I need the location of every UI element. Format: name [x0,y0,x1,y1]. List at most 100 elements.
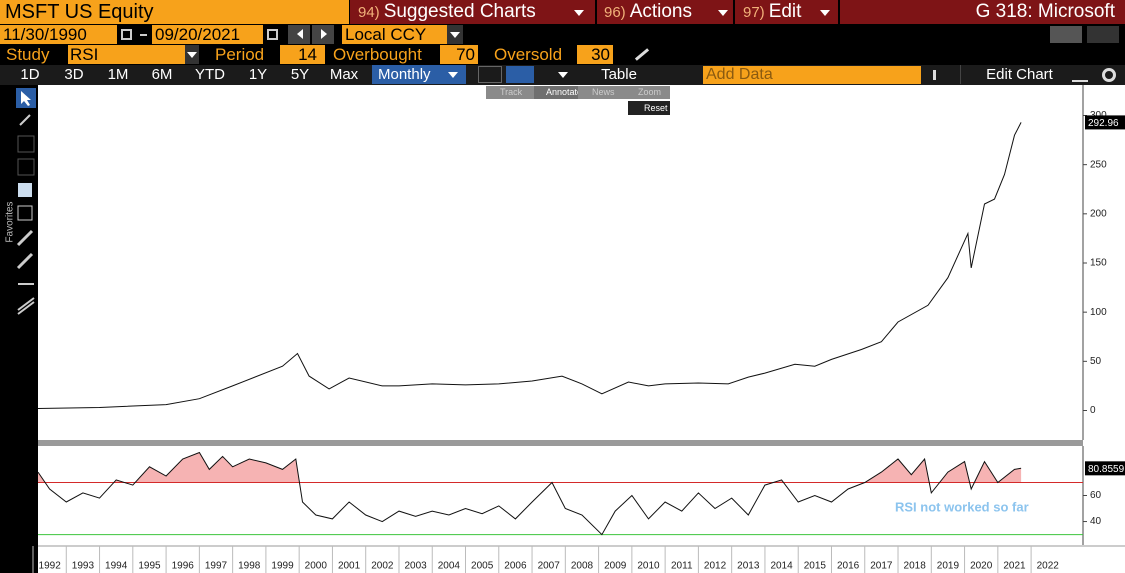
next-button[interactable] [312,25,334,44]
study-input[interactable]: RSI [68,45,185,64]
range-button[interactable]: 6M [151,66,173,83]
range-button[interactable]: 5Y [290,66,310,83]
chart-tools [486,86,670,99]
redo-button[interactable] [1087,26,1119,43]
overbought-input[interactable]: 70 [440,45,478,64]
y-tick-label: 60 [1090,490,1102,501]
x-tick-label: 1993 [72,561,95,572]
calendar-icon[interactable] [121,29,132,40]
overbought-fill [38,452,1022,483]
y-tick-label: 200 [1090,208,1107,219]
calendar-icon[interactable] [267,29,278,40]
chart-tool[interactable]: News [592,87,615,97]
x-tick-label: 2001 [338,561,361,572]
side-label: Favorites [5,201,16,242]
separator [838,0,840,24]
trend-tool[interactable] [16,229,34,247]
ray-tool[interactable] [16,252,34,270]
period-input[interactable]: 14 [280,45,325,64]
annotation: RSI not worked so far [895,499,1029,514]
x-tick-label: 2021 [1003,561,1026,572]
x-tick-label: 2020 [970,561,993,572]
range-button[interactable]: 1D [20,66,40,83]
x-tick-label: 1994 [105,561,128,572]
menu-actions[interactable]: 96) Actions [604,0,732,24]
line-type-button[interactable] [478,66,502,83]
undo-button[interactable] [1050,26,1082,43]
plot-background [38,85,1125,573]
x-tick-label: 2016 [837,561,860,572]
range-button[interactable]: YTD [195,66,225,83]
range-button[interactable]: Max [329,66,359,83]
prev-button[interactable] [288,25,310,44]
x-tick-label: 2004 [438,561,461,572]
last-value-label: 80.8559 [1088,464,1125,475]
y-tick-label: 100 [1090,307,1107,318]
date-dash [140,34,147,36]
chart-tool[interactable]: Annotate [534,86,578,99]
x-tick-label: 2015 [804,561,827,572]
x-tick-label: 1992 [39,561,62,572]
side-tools [16,88,36,315]
table-button[interactable]: Table [601,66,637,83]
add-data-input[interactable]: Add Data [703,66,921,84]
frequency-label: Monthly [378,66,431,83]
range-button[interactable]: 1M [107,66,129,83]
x-tick-label: 1996 [172,561,195,572]
chart-tool[interactable]: Zoom [638,87,662,97]
frequency-select[interactable]: Monthly [372,65,466,84]
percent-tool[interactable] [17,135,35,153]
range-button[interactable]: 1Y [248,66,268,83]
edit-icon[interactable] [1072,68,1088,82]
x-tick-label: 2009 [604,561,627,572]
settings-icon[interactable] [1102,68,1116,82]
book-tool[interactable] [18,183,32,197]
menu-label: Actions [629,1,692,22]
edit-chart-button[interactable]: Edit Chart [960,65,1062,84]
currency-select[interactable]: Local CCY [342,25,447,44]
y-tick-label: 0 [1090,405,1096,416]
dollar-tool[interactable] [17,158,35,176]
y-tick-label: 250 [1090,159,1107,170]
x-tick-label: 2019 [937,561,960,572]
menu-suggested[interactable]: 94) Suggested Charts [358,0,590,24]
y-tick-label: 150 [1090,258,1107,269]
r-tool[interactable] [17,205,33,221]
x-tick-label: 2002 [371,561,394,572]
x-tick-label: 2008 [571,561,594,572]
oversold-input[interactable]: 30 [577,45,613,64]
draw-tool[interactable] [19,114,31,126]
side-toolbar [0,85,37,573]
x-tick-label: 2010 [637,561,660,572]
chart-tool[interactable]: Track [500,87,523,97]
reset-button[interactable]: Reset [628,101,670,115]
x-tick-label: 2000 [305,561,328,572]
x-tick-label: 2017 [870,561,893,572]
study-label: Study [6,45,50,64]
menu-label: Suggested Charts [383,1,536,22]
bar-type-button[interactable] [506,66,534,83]
range-button[interactable]: 3D [64,66,84,83]
channel-tool[interactable] [17,297,35,315]
last-value-box [1085,461,1125,476]
x-tick-label: 2005 [471,561,494,572]
window-title: G 318: Microsoft [975,1,1115,22]
panel-divider [38,440,1083,446]
currency-dropdown[interactable] [447,25,463,44]
series-line [37,122,1022,409]
collapse-button[interactable] [933,70,947,80]
pointer-icon [21,91,31,106]
x-tick-label: 2003 [404,561,427,572]
security-input[interactable]: MSFT US Equity [0,0,349,24]
start-date[interactable]: 11/30/1990 [0,25,117,44]
menu-edit[interactable]: 97) Edit [743,0,837,24]
overbought-label: Overbought [333,45,422,64]
x-tick-label: 2014 [770,561,793,572]
last-value-label: 292.96 [1088,118,1119,129]
type-dropdown[interactable] [550,66,576,83]
end-date[interactable]: 09/20/2021 [152,25,263,44]
y-tick-label: 40 [1090,516,1102,527]
study-dropdown[interactable] [185,45,199,64]
